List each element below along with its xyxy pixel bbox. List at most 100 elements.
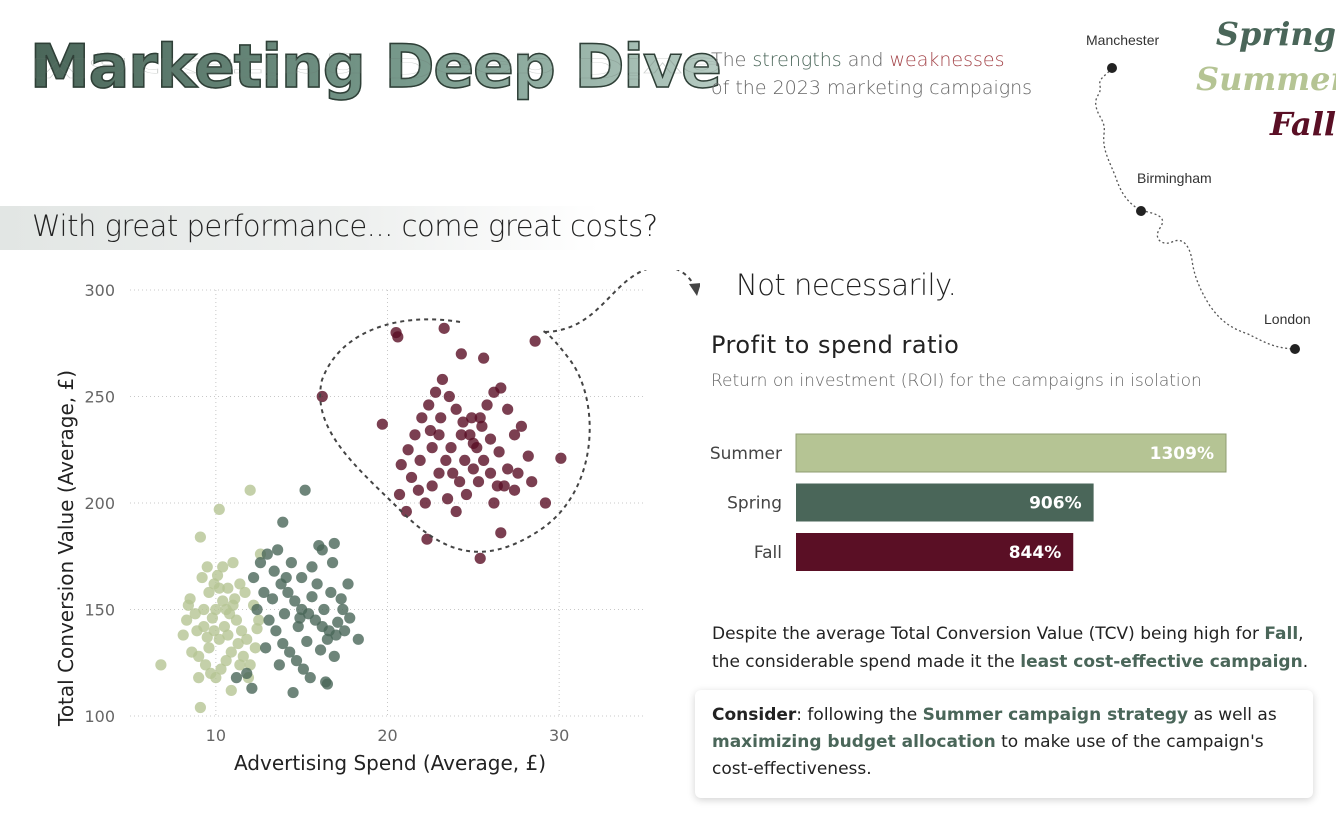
scatter-point-summer: [181, 614, 193, 626]
scatter-point-summer: [220, 603, 232, 616]
scatter-point-fall: [450, 505, 462, 518]
city-label-london: London: [1264, 311, 1311, 327]
scatter-point-summer: [213, 582, 225, 594]
scatter-point-spring: [328, 537, 340, 550]
scatter-point-fall: [419, 497, 431, 509]
scatter-point-summer: [225, 646, 237, 658]
scatter-point-summer: [203, 586, 215, 599]
scatter-point-spring: [297, 663, 309, 675]
scatter-point-spring: [241, 667, 253, 679]
scatter-point-spring: [230, 672, 243, 684]
scatter-point-fall: [409, 429, 421, 441]
scatter-point-spring: [258, 586, 270, 599]
scatter-point-spring: [290, 655, 303, 667]
scatter-point-spring: [260, 642, 272, 654]
roi-category-label: Fall: [754, 543, 782, 563]
roi-bar-fall: [796, 533, 1074, 571]
scatter-point-summer: [249, 642, 261, 654]
scatter-point-summer: [234, 659, 246, 671]
callout-arrowhead: [689, 283, 700, 296]
roi-value-label: 844%: [1009, 543, 1062, 563]
scatter-point-fall: [455, 429, 467, 441]
city-dot-manchester: [1107, 63, 1117, 73]
consider-part-3: to make use of the campaign's cost-effec…: [712, 732, 1264, 779]
route-line: [1095, 67, 1295, 350]
scatter-point-fall: [539, 497, 552, 509]
scatter-point-summer: [232, 637, 244, 650]
scatter-point-summer: [251, 623, 263, 635]
scatter-point-spring: [335, 593, 347, 605]
scatter-point-summer: [229, 593, 241, 605]
scatter-point-fall: [466, 412, 478, 424]
scatter-point-spring: [301, 635, 313, 648]
page-title: Marketing Deep Dive: [29, 31, 722, 103]
scatter-point-summer: [210, 603, 222, 616]
y-axis-label: Total Conversion Value (Average, £): [54, 370, 78, 727]
scatter-point-fall: [493, 446, 505, 458]
city-dot-london: [1290, 344, 1300, 354]
scatter-point-spring: [254, 557, 267, 569]
consider-part-1: : following the: [796, 705, 923, 725]
roi-category-label: Spring: [727, 494, 782, 514]
scatter-point-spring: [294, 612, 306, 624]
roi-category-label: Summer: [710, 444, 782, 464]
scatter-point-fall: [495, 527, 507, 539]
scatter-point-summer: [244, 659, 256, 671]
x-tick-label: 30: [549, 726, 569, 745]
scatter-point-fall: [515, 420, 528, 432]
scatter-point-spring: [306, 591, 318, 603]
scatter-point-fall: [529, 335, 541, 347]
scatter-point-fall: [522, 450, 534, 462]
scatter-point-spring: [328, 650, 340, 662]
scatter-point-fall: [476, 420, 488, 432]
scatter-point-spring: [251, 603, 263, 616]
scatter-point-fall: [392, 331, 404, 343]
bar-chart-subtitle: Return on investment (ROI) for the campa…: [711, 371, 1202, 391]
section-banner: [0, 206, 600, 250]
scatter-points: [155, 322, 567, 714]
scatter-point-fall: [464, 429, 476, 441]
scatter-point-spring: [318, 603, 330, 616]
scatter-point-fall: [443, 390, 455, 403]
callout-arrow: [544, 270, 696, 333]
scatter-point-spring: [278, 608, 291, 620]
insight-part-3: the considerable spend made it the: [712, 652, 1021, 672]
insight-part-2: ,: [1298, 624, 1304, 644]
scatter-point-fall: [498, 480, 510, 492]
scatter-point-summer: [199, 659, 212, 671]
y-tick-label: 200: [84, 494, 115, 513]
scatter-point-summer: [225, 684, 237, 697]
scatter-point-spring: [270, 625, 282, 637]
scatter-point-spring: [326, 557, 339, 569]
subtitle-weaknesses: weaknesses: [889, 49, 1005, 71]
scatter-point-spring: [352, 633, 364, 645]
scatter-point-spring: [284, 646, 296, 658]
scatter-point-fall: [512, 467, 524, 479]
scatter-point-summer: [155, 659, 167, 671]
scatter-point-summer: [198, 603, 210, 616]
consider-summer-strategy: Summer campaign strategy: [922, 705, 1189, 725]
scatter-point-spring: [304, 672, 316, 684]
scatter-point-spring: [342, 578, 354, 590]
roi-bar-summer: [795, 433, 1227, 473]
scatter-point-fall: [435, 412, 447, 424]
scatter-point-spring: [311, 578, 323, 590]
scatter-point-spring: [332, 616, 344, 628]
scatter-point-summer: [201, 631, 213, 643]
scatter-point-fall: [426, 442, 438, 454]
scatter-point-summer: [213, 503, 225, 515]
scatter-point-spring: [314, 644, 327, 656]
scatter-point-summer: [234, 578, 246, 590]
callout-text: Not necessarily.: [736, 268, 957, 302]
scatter-point-summer: [241, 633, 253, 645]
route-map: [1095, 67, 1295, 350]
scatter-point-summer: [218, 620, 231, 633]
scatter-point-fall: [484, 467, 497, 479]
scatter-point-spring: [261, 548, 273, 560]
scatter-point-summer: [198, 620, 210, 633]
scatter-point-fall: [526, 476, 538, 488]
roi-value-label: 1309%: [1150, 444, 1214, 464]
consider-text: Consider: following the Summer campaign …: [712, 702, 1302, 783]
scatter-point-spring: [306, 561, 318, 573]
scatter-point-summer: [189, 608, 201, 620]
